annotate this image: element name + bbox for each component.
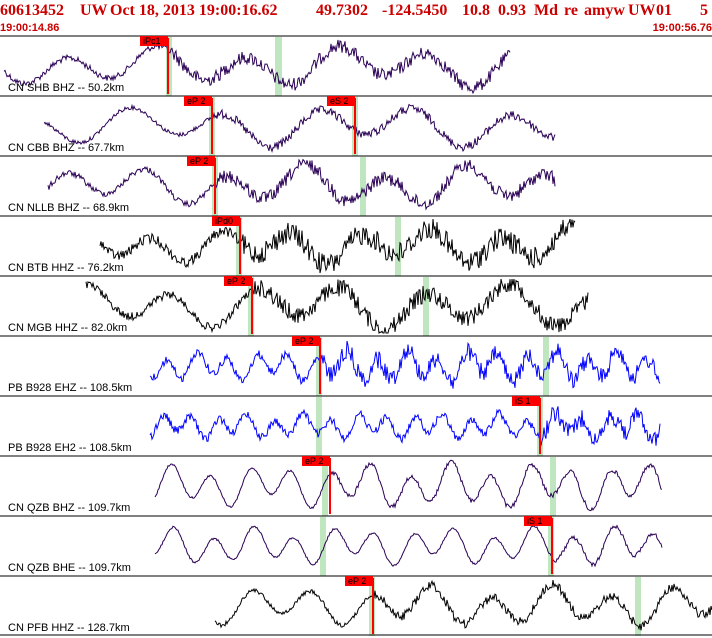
event-magnitude: 0.93 [498,2,526,19]
phase-window [395,217,401,276]
phase-window [543,337,549,396]
channel-label: PB B928 EHZ -- 108.5km [8,382,133,394]
event-review: re [564,2,578,19]
event-datetime: Oct 18, 2013 19:00:16.62 [110,2,278,19]
waveform [99,218,576,274]
waveform [149,406,661,446]
waveform [47,158,556,211]
event-agency: UW [628,2,656,19]
pick-label: iS 1 [527,516,543,526]
pick-label: iPd0 [215,216,233,226]
phase-window [635,577,641,636]
event-lon: -124.5450 [382,2,448,19]
channel-label: CN SHB BHZ -- 50.2km [8,82,125,94]
event-version: 01 [656,2,672,19]
pick-label: eP 2 [227,276,245,286]
pick-flag[interactable] [184,96,212,106]
waveform [85,278,589,334]
channel-label: CN NLLB BHZ -- 68.9km [8,202,130,214]
pick-label: eP 2 [295,336,313,346]
waveform [43,103,556,153]
event-mag-type: Md [534,2,558,19]
event-author: amyw [584,2,625,19]
channel-label: CN QZB BHE -- 109.7km [8,562,131,574]
phase-window [316,397,322,456]
time-end: 19:00:56.76 [652,22,712,34]
event-id: 60613452 [0,2,64,19]
pick-label: eP 2 [348,576,366,586]
pick-flag[interactable] [524,516,552,526]
pick-flag[interactable] [327,96,355,106]
pick-flag[interactable] [512,396,540,406]
pick-label: iPc1 [143,36,161,46]
event-header: 60613452 UW Oct 18, 2013 19:00:16.62 49.… [0,0,712,24]
event-page: 5 [700,2,708,19]
channel-label: CN QZB BHZ -- 109.7km [8,502,131,514]
pick-label: eP 2 [190,156,208,166]
pick-flag[interactable] [292,336,320,346]
phase-window [423,277,429,336]
channel-label: CN PFB HHZ -- 128.7km [8,622,130,634]
phase-window [550,457,556,516]
event-lat: 49.7302 [316,2,368,19]
waveform [154,524,663,568]
channel-label: CN CBB BHZ -- 67.7km [8,142,125,154]
channel-label: PB B928 EH2 -- 108.5km [8,442,132,454]
waveform [3,39,511,95]
pick-flag[interactable] [212,216,240,226]
channel-label: CN MGB HHZ -- 82.0km [8,322,128,334]
time-start: 19:00:14.86 [0,22,60,34]
phase-window [322,457,328,516]
pick-flag[interactable] [302,456,330,466]
phase-window [360,157,366,216]
waveform [214,579,712,631]
pick-flag[interactable] [187,156,215,166]
pick-flag[interactable] [345,576,373,586]
pick-label: eS 2 [330,96,349,106]
phase-window [320,517,326,576]
pick-flag[interactable] [224,276,252,286]
pick-label: iS 1 [515,396,531,406]
pick-label: eP 2 [187,96,205,106]
waveform [149,340,661,389]
event-network: UW [80,2,108,19]
waveform [154,459,663,512]
event-depth: 10.8 [462,2,490,19]
phase-window [275,37,282,96]
channel-label: CN BTB HHZ -- 76.2km [8,262,124,274]
pick-label: eP 2 [305,456,323,466]
pick-flag[interactable] [140,36,168,46]
